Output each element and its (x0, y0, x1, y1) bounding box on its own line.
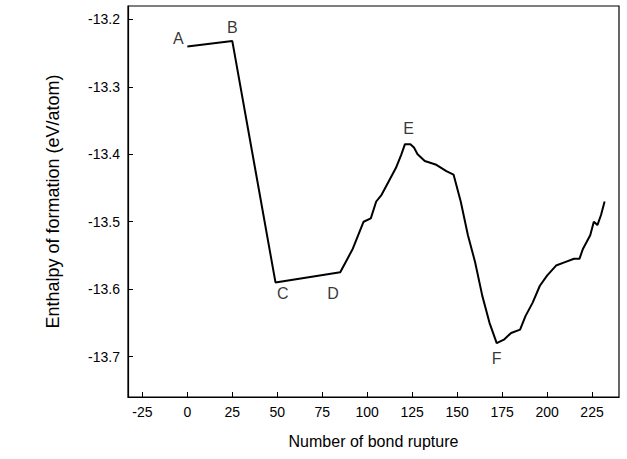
svg-text:Enthalpy of formation (eV/atom: Enthalpy of formation (eV/atom) (43, 74, 63, 328)
svg-text:-13.4: -13.4 (88, 146, 120, 162)
svg-text:200: 200 (535, 404, 559, 420)
svg-text:75: 75 (314, 404, 330, 420)
svg-text:0: 0 (183, 404, 191, 420)
svg-text:C: C (277, 285, 289, 302)
svg-text:25: 25 (225, 404, 241, 420)
svg-text:-13.5: -13.5 (88, 214, 120, 230)
svg-text:100: 100 (356, 404, 380, 420)
svg-text:150: 150 (445, 404, 469, 420)
svg-text:225: 225 (580, 404, 604, 420)
svg-text:-13.7: -13.7 (88, 349, 120, 365)
svg-text:-13.2: -13.2 (88, 11, 120, 27)
svg-text:-13.3: -13.3 (88, 79, 120, 95)
svg-text:Number of bond rupture: Number of bond rupture (289, 433, 459, 450)
svg-text:B: B (227, 19, 238, 36)
svg-text:-13.6: -13.6 (88, 281, 120, 297)
svg-text:50: 50 (269, 404, 285, 420)
svg-text:D: D (327, 285, 339, 302)
svg-text:F: F (492, 350, 502, 367)
svg-text:-25: -25 (132, 404, 152, 420)
svg-text:175: 175 (490, 404, 514, 420)
svg-text:E: E (403, 120, 414, 137)
svg-text:A: A (173, 30, 184, 47)
svg-text:125: 125 (400, 404, 424, 420)
